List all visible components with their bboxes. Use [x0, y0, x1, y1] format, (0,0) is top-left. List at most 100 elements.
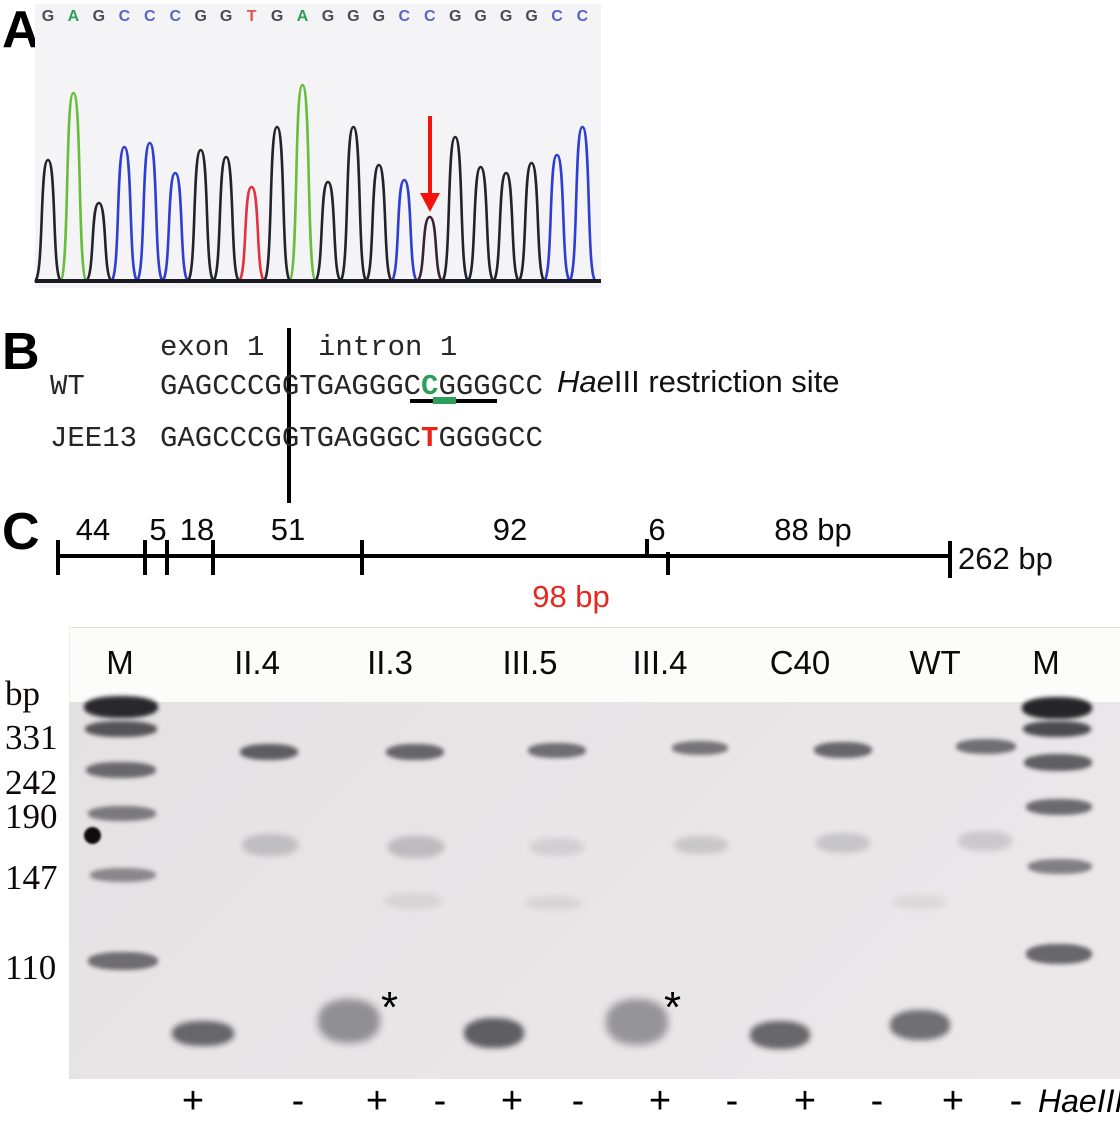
- gel-band: [526, 896, 582, 910]
- sequence-base-letter: G: [219, 8, 233, 25]
- gel-band: [528, 743, 586, 758]
- gel-lane-label-c40: C40: [769, 644, 831, 681]
- panel-c-label: C: [2, 503, 40, 561]
- gel-band: [85, 721, 157, 737]
- gel-band: [384, 893, 442, 909]
- gel-band: [172, 1021, 234, 1046]
- gel-band: [750, 1021, 810, 1049]
- sequence-base-letter: G: [321, 8, 335, 25]
- jee13-seq-post: GGGGCC: [438, 422, 543, 455]
- gel-band: [1022, 697, 1092, 719]
- ladder-size-label: 331: [5, 718, 58, 757]
- sequence-base-letter: G: [347, 8, 360, 25]
- gel-band: [890, 1010, 950, 1040]
- ladder-size-label: 190: [5, 797, 58, 836]
- wt-variant-base: C: [421, 370, 439, 403]
- gel-band: [464, 1018, 524, 1048]
- gel-band: [1026, 799, 1092, 815]
- gel-band: [1024, 754, 1092, 771]
- digest-minus: -: [870, 1080, 884, 1121]
- gel-lane-label-wt: WT: [909, 644, 961, 681]
- sequence-base-letter: G: [448, 8, 462, 25]
- exon-intron-boundary-line: [287, 328, 291, 503]
- heteroduplex-asterisk: *: [381, 983, 399, 1032]
- restriction-site-label: HaeIII restriction site: [557, 366, 840, 397]
- gel-lane-label-ii.3: II.3: [367, 644, 413, 681]
- map-segment-label: 44: [75, 512, 111, 547]
- gel-band: [88, 806, 156, 821]
- map-tick: [360, 540, 364, 575]
- gel-band: [892, 895, 946, 909]
- map-segment-label: 6: [648, 512, 666, 547]
- gel-lane-label-iii.4: III.4: [632, 644, 688, 681]
- sequence-base-letter: C: [551, 8, 563, 25]
- total-length-label: 262 bp: [958, 541, 1053, 576]
- gel-band: [674, 836, 728, 854]
- gel-band: [386, 744, 444, 760]
- digest-minus: -: [725, 1080, 739, 1121]
- digest-enzyme-rest: III: [1096, 1083, 1120, 1119]
- digest-plus: +: [648, 1080, 672, 1121]
- mutation-arrow-head: [420, 193, 440, 212]
- map-tick: [143, 540, 147, 575]
- ladder-size-label: 110: [5, 948, 57, 987]
- digest-minus: -: [291, 1080, 305, 1121]
- jee13-seq-pre: GAGCCCGGTGAGGGC: [160, 422, 422, 455]
- gel-band: [1026, 944, 1092, 964]
- panel-b-label: B: [2, 323, 40, 381]
- digest-plus: +: [500, 1080, 524, 1121]
- gel-lane-label-iii.5: III.5: [502, 644, 558, 681]
- digest-enzyme-label: HaeIII: [1038, 1085, 1120, 1117]
- gel-band: [816, 833, 870, 853]
- heteroduplex-asterisk: *: [664, 983, 682, 1032]
- map-tick: [211, 540, 215, 575]
- ladder-size-label: bp: [5, 674, 40, 713]
- jee13-row-name: JEE13: [50, 422, 138, 455]
- mutation-arrow: [428, 116, 432, 194]
- digest-plus: +: [365, 1080, 389, 1121]
- enzyme-name-italic: Hae: [557, 364, 614, 399]
- restriction-site-underline-variant: [433, 397, 456, 404]
- map-tick: [645, 539, 649, 557]
- sequence-base-letter: G: [474, 8, 487, 25]
- gel-band: [672, 741, 728, 755]
- sequence-base-letter: A: [67, 8, 80, 25]
- intron-label: intron 1: [318, 331, 458, 364]
- ladder-size-label: 147: [5, 858, 58, 897]
- digest-plus: +: [181, 1080, 205, 1121]
- gel-band: [530, 838, 584, 856]
- gel-lane-label-m: M: [1032, 644, 1060, 681]
- map-segment-label: 88 bp: [774, 512, 852, 547]
- gel-lane-label-ii.4: II.4: [234, 644, 280, 681]
- jee13-sequence: GAGCCCGGTGAGGGCTGGGGCC: [160, 424, 543, 453]
- panel-a-label: A: [2, 1, 40, 59]
- wt-row-name: WT: [50, 370, 85, 403]
- map-tick: [56, 540, 60, 575]
- sequence-base-letter: C: [398, 8, 411, 25]
- sequence-base-letter: G: [92, 8, 106, 25]
- gel-band: [86, 762, 156, 778]
- sequence-base-letter: C: [144, 8, 156, 25]
- digest-plus: +: [793, 1080, 817, 1121]
- map-segment-label: 92: [492, 512, 528, 547]
- digest-minus: -: [433, 1080, 447, 1121]
- sequence-base-letter: C: [576, 8, 589, 25]
- gel-band: [84, 696, 158, 718]
- sequence-base-letter: G: [194, 8, 207, 25]
- map-tick: [948, 541, 952, 578]
- map-segment-label: 18: [179, 512, 215, 547]
- gel-band: [606, 999, 668, 1045]
- map-line: [58, 554, 950, 558]
- jee13-variant-base: T: [421, 422, 439, 455]
- map-tick: [666, 552, 670, 575]
- map-tick: [165, 540, 169, 575]
- gel-band: [1028, 859, 1092, 874]
- wt-sequence: GAGCCCGGTGAGGGCCGGGGCC: [160, 372, 543, 401]
- gel-label-strip: [69, 627, 1120, 703]
- gel-lane-label-m: M: [106, 644, 134, 681]
- exon-label: exon 1: [160, 331, 265, 364]
- gel-band: [814, 742, 872, 758]
- gel-band: [90, 868, 156, 882]
- sequence-base-letter: C: [423, 8, 436, 25]
